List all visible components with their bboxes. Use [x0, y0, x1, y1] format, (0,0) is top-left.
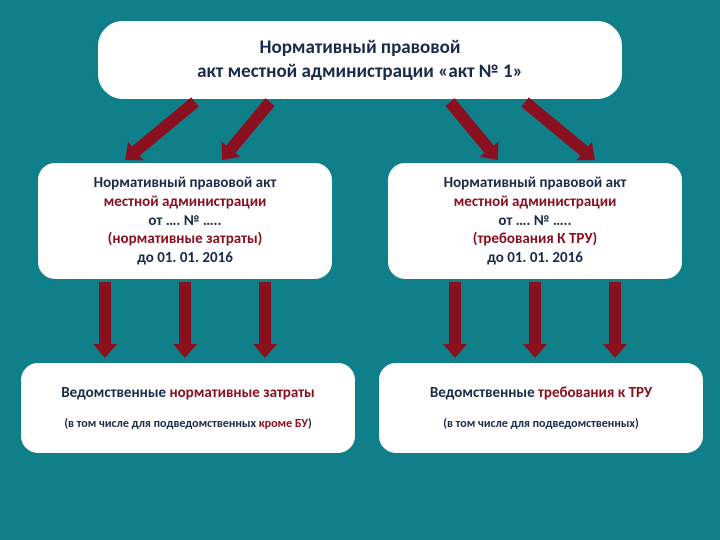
arrow-3: [501, 78, 619, 184]
flowchart-canvas: Нормативный правовойакт местной админист…: [0, 0, 720, 540]
node-midR-line-3: (требования К ТРУ): [473, 230, 597, 249]
arrow-7: [431, 258, 479, 382]
node-botL-line-0: Ведомственные нормативные затраты: [61, 384, 314, 403]
arrow-9: [591, 258, 639, 382]
node-top-line-0: Нормативный правовой: [260, 36, 461, 60]
node-midL-line-1: местной администрации: [104, 193, 267, 212]
node-midL-line-2: от …. № …..: [148, 212, 221, 231]
node-botR-line-0: Ведомственные требования к ТРУ: [430, 384, 652, 403]
arrow-8: [511, 258, 559, 382]
arrow-5: [161, 258, 209, 382]
arrow-1: [198, 78, 294, 184]
node-midR-line-1: местной администрации: [454, 193, 617, 212]
arrow-4: [81, 258, 129, 382]
node-botR-line-1: (в том числе для подведомственных): [443, 417, 638, 432]
arrow-6: [241, 258, 289, 382]
node-midR-line-2: от …. № …..: [498, 212, 571, 231]
node-midL-line-3: (нормативные затраты): [108, 230, 263, 249]
node-botL-line-1: (в том числе для подведомственных кроме …: [64, 417, 311, 432]
